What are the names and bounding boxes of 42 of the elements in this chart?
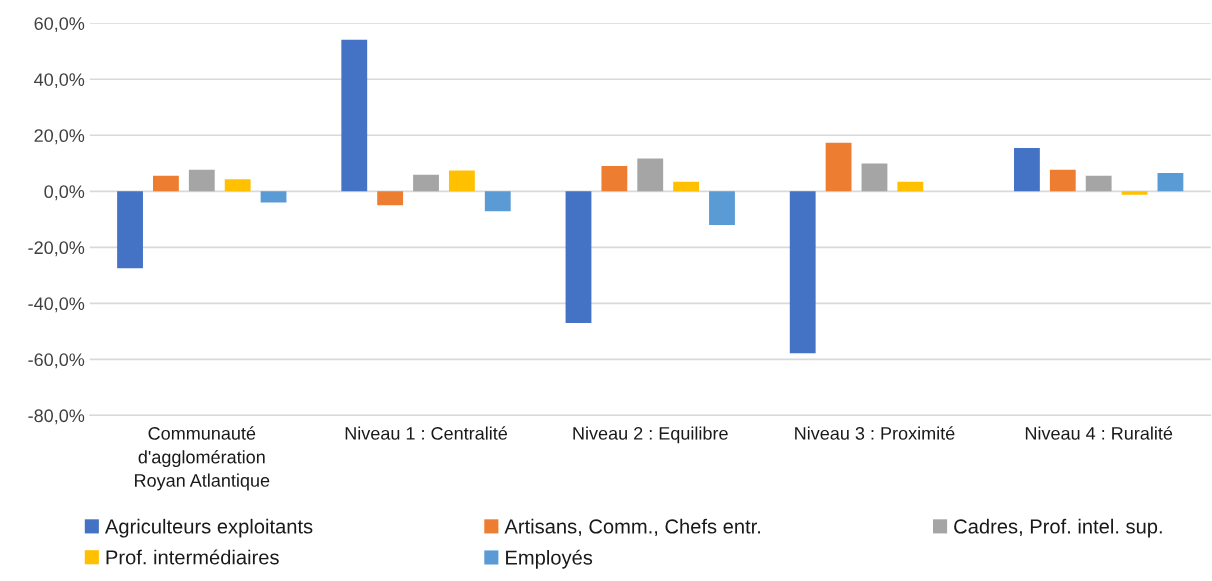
legend-label: Employés xyxy=(506,549,593,569)
y-tick-label: 20,0% xyxy=(34,129,85,145)
bar xyxy=(341,39,368,192)
bar xyxy=(825,142,852,192)
bar xyxy=(637,158,664,192)
bar xyxy=(673,181,700,192)
bar xyxy=(377,191,404,206)
legend-label: Prof. intermédiaires xyxy=(106,549,279,565)
x-tick-label: Niveau 3 : Proximité xyxy=(795,426,955,440)
y-tick-label: 60,0% xyxy=(34,17,85,33)
y-tick-label: -60,0% xyxy=(28,353,85,369)
bar xyxy=(709,191,735,225)
x-tick-label: Niveau 4 : Ruralité xyxy=(1025,426,1173,440)
bar xyxy=(861,163,888,192)
bar xyxy=(1014,147,1040,192)
bar xyxy=(224,179,251,192)
y-tick-label: -80,0% xyxy=(28,409,85,425)
bar xyxy=(484,191,511,212)
bar xyxy=(1157,173,1184,192)
bar xyxy=(448,170,475,192)
bar xyxy=(601,166,628,192)
bar xyxy=(565,191,592,323)
x-tick-label: Niveau 2 : Equilibre xyxy=(573,426,728,444)
y-tick-label: 40,0% xyxy=(34,73,85,89)
bar xyxy=(1121,191,1148,195)
x-tick-label: Communauté d'agglomération Royan Atlantique xyxy=(135,426,270,491)
legend-label: Cadres, Prof. intel. sup. xyxy=(954,518,1162,538)
legend-label: Artisans, Comm., Chefs entr. xyxy=(504,518,761,536)
bar xyxy=(413,174,439,192)
bar xyxy=(153,175,179,192)
bar xyxy=(260,191,287,203)
y-tick-label: -40,0% xyxy=(28,297,85,313)
bar xyxy=(1049,169,1076,192)
legend-label: Agriculteurs exploitants xyxy=(104,518,313,538)
bar xyxy=(117,191,143,269)
bar xyxy=(897,181,924,192)
y-tick-label: -20,0% xyxy=(28,241,85,257)
bar xyxy=(1085,175,1112,192)
y-tick-label: 0,0% xyxy=(44,185,85,201)
bar xyxy=(789,191,816,354)
x-tick-label: Niveau 1 : Centralité xyxy=(345,426,508,440)
bar xyxy=(188,169,215,192)
